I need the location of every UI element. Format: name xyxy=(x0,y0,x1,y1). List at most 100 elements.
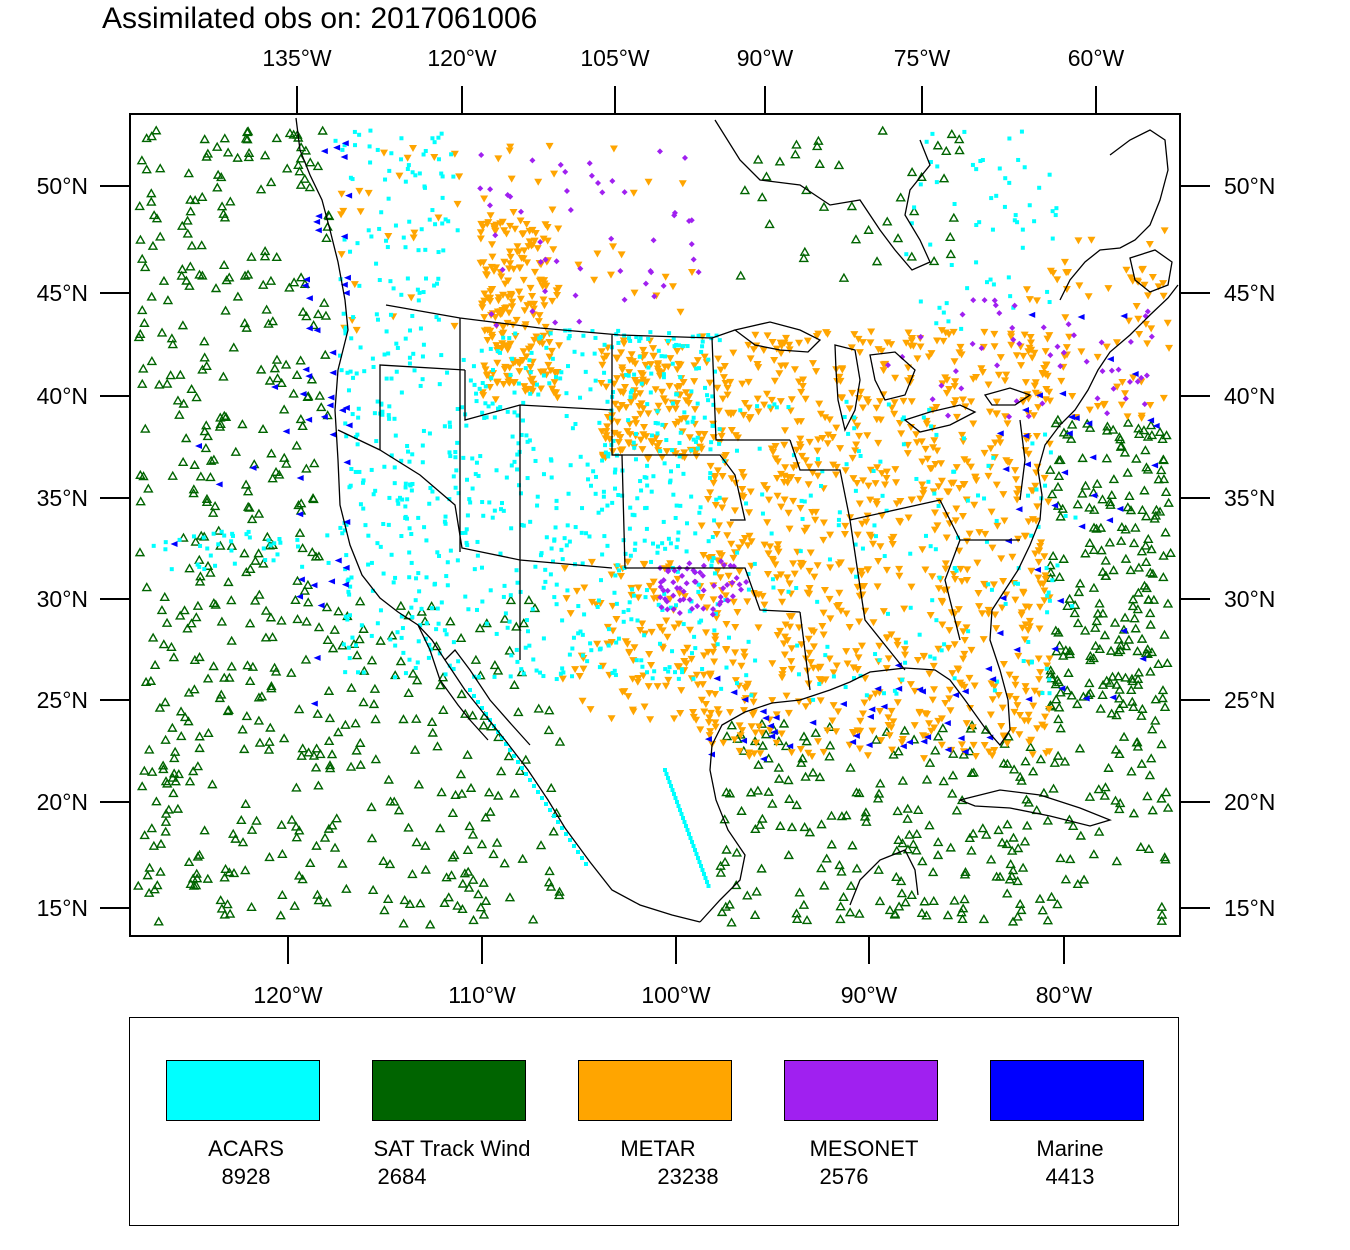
acars-marker xyxy=(370,588,375,593)
metar-marker xyxy=(711,632,720,640)
metar-marker xyxy=(855,349,864,357)
sat-track-wind-marker xyxy=(354,634,365,644)
sat-track-wind-marker xyxy=(284,128,296,138)
metar-marker xyxy=(1040,597,1049,605)
sat-track-wind-marker xyxy=(826,839,837,849)
metar-marker xyxy=(478,304,487,312)
metar-marker xyxy=(763,332,772,340)
acars-marker xyxy=(559,370,564,375)
marine-marker xyxy=(1139,655,1147,662)
sat-track-wind-marker xyxy=(1055,853,1066,863)
metar-marker xyxy=(364,189,373,197)
metar-marker xyxy=(835,589,844,597)
metar-marker xyxy=(781,464,790,472)
top-lon-label: 120°W xyxy=(427,45,497,71)
sat-track-wind-marker xyxy=(266,448,277,458)
metar-marker xyxy=(660,363,669,371)
sat-track-wind-marker xyxy=(503,751,515,761)
sat-track-wind-marker xyxy=(321,897,332,907)
metar-marker xyxy=(819,631,828,639)
sat-track-wind-marker xyxy=(896,888,908,898)
metar-marker xyxy=(691,449,700,457)
sat-track-wind-marker xyxy=(409,744,421,754)
acars-marker xyxy=(886,402,891,407)
acars-marker xyxy=(447,497,452,502)
sat-track-wind-marker xyxy=(1017,862,1029,872)
metar-marker xyxy=(727,475,736,483)
sat-track-wind-marker xyxy=(892,233,904,243)
acars-marker xyxy=(823,653,828,658)
acars-marker xyxy=(424,621,429,626)
acars-marker xyxy=(566,364,571,369)
acars-marker xyxy=(771,585,776,590)
metar-marker xyxy=(612,355,621,363)
metar-marker xyxy=(990,343,999,351)
marine-marker xyxy=(329,349,337,356)
sat-track-wind-marker xyxy=(1072,878,1084,889)
acars-marker xyxy=(691,844,696,848)
metar-marker xyxy=(686,626,695,634)
metar-marker xyxy=(714,407,723,415)
metar-marker xyxy=(826,531,835,539)
acars-marker xyxy=(464,527,469,532)
marine-marker xyxy=(849,738,857,745)
sat-track-wind-marker xyxy=(518,618,529,628)
metar-marker xyxy=(645,582,654,590)
acars-marker xyxy=(616,340,621,345)
metar-marker xyxy=(699,671,708,679)
marine-marker xyxy=(1109,694,1117,701)
sat-track-wind-marker xyxy=(715,867,727,877)
mesonet-marker xyxy=(720,585,727,592)
acars-marker xyxy=(665,338,670,343)
acars-marker xyxy=(1003,176,1008,181)
metar-marker xyxy=(929,662,938,670)
metar-marker xyxy=(904,329,913,337)
acars-marker xyxy=(645,483,650,488)
sat-track-wind-marker xyxy=(431,641,442,651)
metar-marker xyxy=(958,431,967,439)
acars-marker xyxy=(693,531,698,536)
metar-marker xyxy=(1020,636,1029,644)
sat-track-wind-marker xyxy=(1102,421,1113,431)
sat-track-wind-marker xyxy=(350,718,361,728)
acars-marker xyxy=(434,315,439,320)
sat-track-wind-marker xyxy=(366,655,378,665)
sat-track-wind-marker xyxy=(186,383,197,394)
acars-marker xyxy=(528,370,533,375)
sat-track-wind-marker xyxy=(860,807,872,817)
mesonet-marker xyxy=(938,382,945,389)
marine-marker xyxy=(1061,469,1069,476)
metar-marker xyxy=(955,484,964,492)
sat-track-wind-marker xyxy=(1021,794,1032,804)
acars-marker xyxy=(514,647,519,652)
sat-track-wind-marker xyxy=(321,602,333,612)
mesonet-marker xyxy=(1094,395,1101,402)
metar-marker xyxy=(337,190,346,198)
metar-marker xyxy=(1008,553,1017,561)
metar-marker xyxy=(624,693,633,701)
metar-marker xyxy=(496,311,505,319)
metar-marker xyxy=(1046,397,1055,405)
sat-track-wind-marker xyxy=(322,634,334,644)
map-outline xyxy=(714,119,931,271)
sat-track-wind-marker xyxy=(297,543,308,553)
mesonet-marker xyxy=(721,561,728,568)
acars-marker xyxy=(678,503,683,508)
acars-marker xyxy=(388,637,393,642)
sat-track-wind-marker xyxy=(824,721,835,731)
sat-track-wind-marker xyxy=(505,595,517,605)
metar-marker xyxy=(970,682,979,690)
sat-track-wind-marker xyxy=(216,616,228,626)
acars-marker xyxy=(1003,601,1008,606)
mesonet-marker xyxy=(599,189,606,196)
acars-marker xyxy=(937,305,942,310)
acars-marker xyxy=(495,406,500,411)
metar-marker xyxy=(813,562,822,570)
acars-marker xyxy=(508,674,513,679)
metar-marker xyxy=(665,595,674,603)
acars-marker xyxy=(467,497,472,502)
sat-track-wind-marker xyxy=(253,715,265,725)
metar-marker xyxy=(892,500,901,508)
acars-marker xyxy=(978,159,983,164)
metar-marker xyxy=(637,400,646,408)
